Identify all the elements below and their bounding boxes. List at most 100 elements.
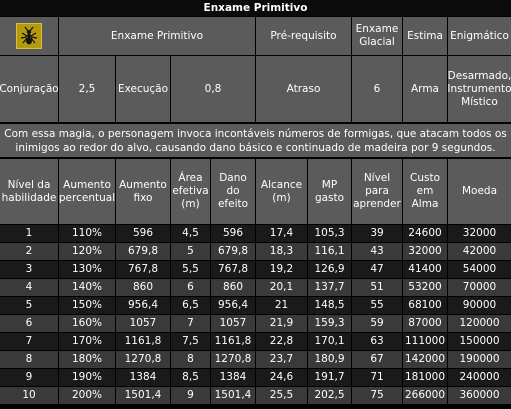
cell-level: 3 [0,261,59,278]
cell-percent-increase: 180% [59,351,116,368]
cell-mp-cost: 126,9 [308,261,352,278]
cell-percent-increase: 130% [59,261,116,278]
table-row: 2 120% 679,8 5 679,8 18,3 116,1 43 32000 42000 [0,243,511,260]
cell-effective-area: 8,5 [171,369,211,386]
cell-learn-level: 39 [352,225,403,242]
cell-soul-cost: 87000 [403,315,448,332]
column-header-soul-cost: Custo em Alma [403,159,448,224]
enigmatic-header: Enigmático [448,17,511,55]
cell-range: 23,7 [256,351,308,368]
column-header-level: Nível da habilidade [0,159,59,224]
cell-fixed-increase: 1161,8 [116,333,171,350]
cell-mp-cost: 202,5 [308,387,352,404]
stats-row: Conjuração 2,5 Execução 0,8 Atraso 6 Arm… [0,56,511,122]
table-row: 6 160% 1057 7 1057 21,9 159,3 59 87000 120000 [0,315,511,332]
table-row: 8 180% 1270,8 8 1270,8 23,7 180,9 67 142000 19000… [0,351,511,368]
cell-mp-cost: 148,5 [308,297,352,314]
cell-mp-cost: 180,9 [308,351,352,368]
column-header-percent-increase: Aumento percentual [59,159,116,224]
cell-percent-increase: 170% [59,333,116,350]
casting-value: 2,5 [59,56,116,122]
cell-mp-cost: 159,3 [308,315,352,332]
cell-learn-level: 47 [352,261,403,278]
table-row: 7 170% 1161,8 7,5 1161,8 22,8 170,1 63 111000 150… [0,333,511,350]
cell-level: 10 [0,387,59,404]
cell-fixed-increase: 1270,8 [116,351,171,368]
cell-level: 2 [0,243,59,260]
table-row: 4 140% 860 6 860 20,1 137,7 51 53200 70000 [0,279,511,296]
casting-label: Conjuração [0,56,59,122]
cell-soul-cost: 24600 [403,225,448,242]
cell-learn-level: 71 [352,369,403,386]
cell-range: 17,4 [256,225,308,242]
cell-level: 9 [0,369,59,386]
cell-mp-cost: 105,3 [308,225,352,242]
cell-learn-level: 43 [352,243,403,260]
glacial-value: 6 [352,56,403,122]
cell-soul-cost: 32000 [403,243,448,260]
column-header-fixed-increase: Aumento fixo [116,159,171,224]
table-row: 9 190% 1384 8,5 1384 24,6 191,7 71 181000 240000 [0,369,511,386]
cell-coin-cost: 90000 [448,297,511,314]
cell-coin-cost: 42000 [448,243,511,260]
execution-value: 0,8 [171,56,256,122]
cell-mp-cost: 116,1 [308,243,352,260]
stance-value: Arma [403,56,448,122]
cell-level: 7 [0,333,59,350]
cell-soul-cost: 142000 [403,351,448,368]
stance-header: Estima [403,17,448,55]
cell-effective-area: 6,5 [171,297,211,314]
skill-icon-cell [0,17,59,55]
cell-learn-level: 63 [352,333,403,350]
skill-name-header: Enxame Primitivo [59,17,256,55]
cell-effective-area: 8 [171,351,211,368]
cell-percent-increase: 110% [59,225,116,242]
cell-coin-cost: 120000 [448,315,511,332]
cell-learn-level: 67 [352,351,403,368]
table-row: 10 200% 1501,4 9 1501,4 25,5 202,5 75 266000 3600… [0,387,511,404]
cell-range: 25,5 [256,387,308,404]
cell-coin-cost: 70000 [448,279,511,296]
cell-range: 21 [256,297,308,314]
cell-effective-area: 7 [171,315,211,332]
column-header-mp-cost: MP gasto [308,159,352,224]
glacial-header: Enxame Glacial [352,17,403,55]
cell-mp-cost: 137,7 [308,279,352,296]
cell-learn-level: 75 [352,387,403,404]
cell-fixed-increase: 1384 [116,369,171,386]
cell-effective-area: 7,5 [171,333,211,350]
cell-level: 8 [0,351,59,368]
skill-description: Com essa magia, o personagem invoca inco… [0,123,511,158]
cell-mp-cost: 191,7 [308,369,352,386]
header-row: Enxame Primitivo Pré-requisito Enxame Gl… [0,17,511,55]
cell-fixed-increase: 860 [116,279,171,296]
cell-percent-increase: 120% [59,243,116,260]
panel-title: Enxame Primitivo [0,0,511,17]
cell-effect-damage: 1501,4 [211,387,256,404]
cell-level: 1 [0,225,59,242]
cell-soul-cost: 53200 [403,279,448,296]
cell-fixed-increase: 1501,4 [116,387,171,404]
cell-level: 5 [0,297,59,314]
cell-percent-increase: 200% [59,387,116,404]
cell-range: 21,9 [256,315,308,332]
cell-learn-level: 59 [352,315,403,332]
cell-fixed-increase: 1057 [116,315,171,332]
ant-icon-graphic [20,26,38,45]
cell-learn-level: 55 [352,297,403,314]
table-row: 3 130% 767,8 5,5 767,8 19,2 126,9 47 41400 54000 [0,261,511,278]
cell-soul-cost: 266000 [403,387,448,404]
prerequisite-header: Pré-requisito [256,17,352,55]
cell-fixed-increase: 767,8 [116,261,171,278]
cell-learn-level: 51 [352,279,403,296]
cell-level: 6 [0,315,59,332]
ant-skill-icon [16,23,42,49]
cell-range: 18,3 [256,243,308,260]
cell-effective-area: 4,5 [171,225,211,242]
column-header-range: Alcance (m) [256,159,308,224]
cell-effect-damage: 956,4 [211,297,256,314]
cell-effective-area: 5,5 [171,261,211,278]
prerequisite-value: Atraso [256,56,352,122]
enigmatic-value: Desarmado, Instrumento Místico [448,56,511,122]
table-row: 5 150% 956,4 6,5 956,4 21 148,5 55 68100 90000 [0,297,511,314]
